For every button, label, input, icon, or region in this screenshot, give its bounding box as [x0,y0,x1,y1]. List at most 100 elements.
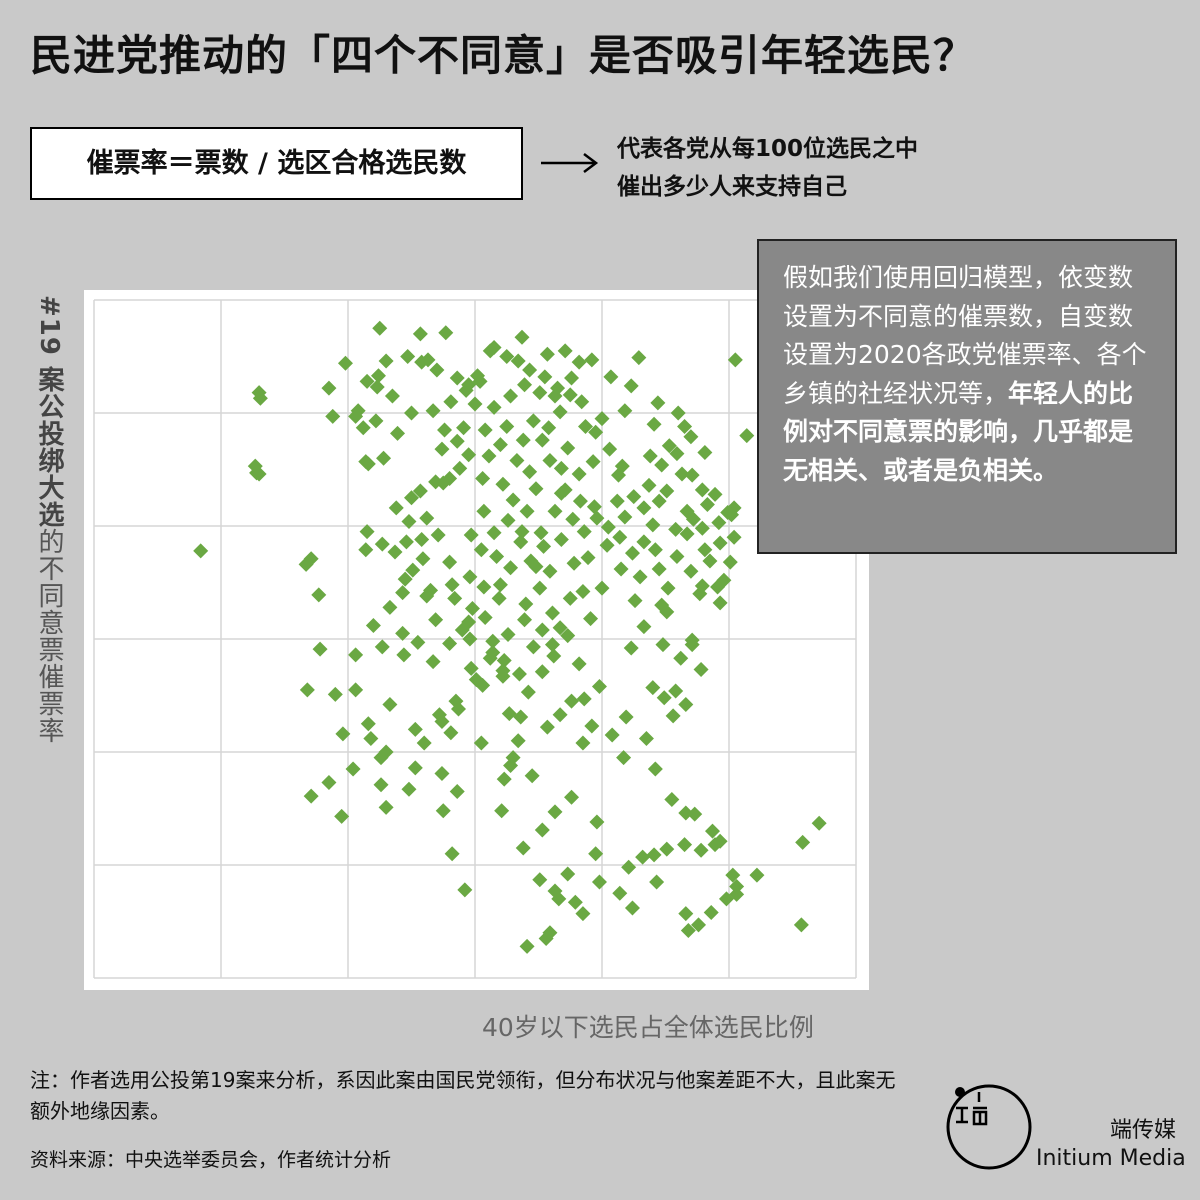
scatter-point [513,709,529,725]
scatter-point [363,730,379,746]
scatter-point [565,511,581,527]
scatter-point [435,475,451,491]
scatter-point [534,432,550,448]
scatter-point [494,803,510,819]
scatter-point [811,815,827,831]
scatter-point [415,551,431,567]
scatter-point [677,837,693,853]
scatter-point [449,370,465,386]
scatter-point [359,524,375,540]
scatter-point [699,497,715,513]
scatter-point [636,619,652,635]
scatter-point [624,545,640,561]
scatter-point [591,874,607,890]
scatter-point [539,346,555,362]
scatter-point [687,806,703,822]
scatter-point [449,784,465,800]
y-axis-label-bold: #19 案公投绑大选 [34,295,64,529]
scatter-point [496,771,512,787]
scatter-point [481,448,497,464]
scatter-point [457,882,473,898]
scatter-point [365,617,381,633]
scatter-chart [93,299,857,979]
scatter-point [252,390,268,406]
formula-desc-line2: 催出多少人来支持自己 [617,174,847,200]
scatter-point [456,420,472,436]
scatter-point [462,569,478,585]
scatter-point [463,527,479,543]
brand-name-cn: 端传媒 [1110,1118,1177,1143]
scatter-point [193,543,209,559]
scatter-point [697,445,713,461]
scatter-point [387,544,403,560]
scatter-point [358,542,374,558]
scatter-point [711,515,727,531]
scatter-point [609,493,625,509]
scatter-point [567,894,583,910]
formula-box: 催票率＝票数 / 选区合格选民数 [30,127,523,200]
scatter-point [659,841,675,857]
scatter-point [398,534,414,550]
scatter-point [414,532,430,548]
scatter-point [476,503,492,519]
scatter-point [651,493,667,509]
scatter-point [412,326,428,342]
scatter-point [693,842,709,858]
scatter-point [588,846,604,862]
scatter-point [576,691,592,707]
scatter-point [729,886,745,902]
scatter-point [461,447,477,463]
scatter-point [425,403,441,419]
scatter-point [528,481,544,497]
scatter-point [514,524,530,540]
scatter-point [420,352,436,368]
scatter-point [544,637,560,653]
scatter-point [795,834,811,850]
scatter-point [547,503,563,519]
scatter-point [571,354,587,370]
scatter-point [577,419,593,435]
scatter-point [525,413,541,429]
scatter-point [726,529,742,545]
scatter-point [434,441,450,457]
scatter-point [348,408,364,424]
page-title: 民进党推动的「四个不同意」是否吸引年轻选民？ [30,31,977,80]
scatter-point [458,382,474,398]
scatter-point [564,789,580,805]
scatter-point [707,486,723,502]
scatter-point [542,452,558,468]
scatter-point [447,590,463,606]
scatter-point [669,549,685,565]
scatter-point [461,614,477,630]
scatter-point [534,664,550,680]
scatter-point [694,578,710,594]
scatter-point [647,761,663,777]
scatter-point [616,750,632,766]
scatter-point [575,906,591,922]
scatter-point [501,706,517,722]
scatter-point [679,503,695,519]
scatter-point [659,483,675,499]
scatter-point [486,525,502,541]
scatter-point [495,663,511,679]
scatter-point [472,373,488,389]
scatter-point [669,446,685,462]
scatter-point [515,840,531,856]
scatter-point [650,395,666,411]
scatter-point [594,580,610,596]
scatter-point [560,866,576,882]
scatter-point [546,648,562,664]
scatter-point [702,553,718,569]
scatter-point [334,808,350,824]
scatter-point [345,761,361,777]
scatter-point [712,595,728,611]
scatter-point [401,781,417,797]
scatter-point [632,569,648,585]
brand-name-en: Initium Media [1036,1146,1186,1171]
scatter-point [560,440,576,456]
scatter-point [646,847,662,863]
scatter-point [668,683,684,699]
scatter-point [378,744,394,760]
scatter-point [378,353,394,369]
scatter-point [547,883,563,899]
